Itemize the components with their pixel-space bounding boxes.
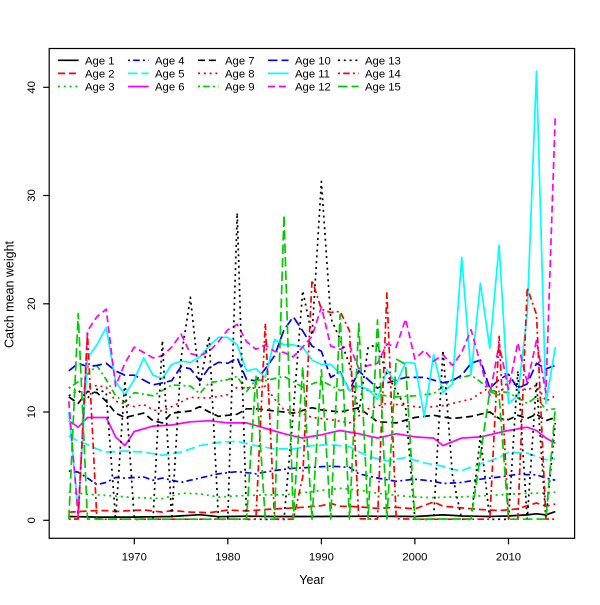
svg-text:2010: 2010 [496, 552, 521, 564]
svg-text:40: 40 [26, 81, 38, 94]
svg-text:Age 13: Age 13 [365, 55, 401, 67]
svg-text:Age 15: Age 15 [365, 82, 401, 94]
svg-text:Age 2: Age 2 [85, 68, 115, 80]
svg-text:Age 12: Age 12 [295, 82, 331, 94]
svg-text:10: 10 [26, 406, 38, 419]
svg-text:30: 30 [26, 189, 38, 202]
svg-text:Age 10: Age 10 [295, 55, 331, 67]
svg-text:Age 6: Age 6 [155, 82, 185, 94]
svg-text:Age 1: Age 1 [85, 55, 115, 67]
svg-text:20: 20 [26, 298, 38, 311]
svg-text:1970: 1970 [122, 552, 147, 564]
svg-text:Year: Year [299, 573, 324, 587]
svg-text:Age 9: Age 9 [225, 82, 255, 94]
svg-text:Age 8: Age 8 [225, 68, 255, 80]
svg-text:Catch mean weight: Catch mean weight [3, 240, 17, 348]
svg-text:2000: 2000 [402, 552, 427, 564]
svg-text:0: 0 [26, 517, 38, 523]
svg-text:1980: 1980 [215, 552, 240, 564]
svg-text:Age 11: Age 11 [295, 68, 330, 80]
svg-text:Age 3: Age 3 [85, 82, 115, 94]
svg-text:Age 5: Age 5 [155, 68, 185, 80]
svg-text:Age 4: Age 4 [155, 55, 185, 67]
svg-text:Age 7: Age 7 [225, 55, 255, 67]
svg-text:Age 14: Age 14 [365, 68, 401, 80]
svg-text:1990: 1990 [309, 552, 334, 564]
